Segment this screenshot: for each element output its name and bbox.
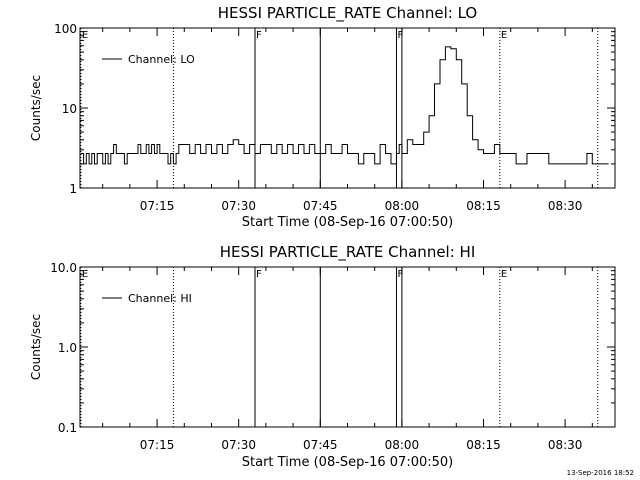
panel-1-event-label: F — [397, 30, 403, 41]
panel-2-x-tick-label: 08:15 — [466, 438, 501, 452]
panel-2-x-tick-label: 07:45 — [303, 438, 338, 452]
panel-1-x-tick-label: 08:30 — [548, 199, 583, 213]
panel-2-x-tick-label: 08:30 — [548, 438, 583, 452]
panel-2-y-axis-label: Counts/sec — [29, 314, 43, 380]
panel-1-x-axis-label: Start Time (08-Sep-16 07:00:50) — [242, 215, 453, 230]
panel-1-legend-label: Channel: LO — [128, 53, 195, 66]
panel-1-y-tick-label: 10 — [62, 102, 77, 116]
panel-1-x-tick-label: 07:30 — [221, 199, 256, 213]
panel-2-y-tick-label: 0.1 — [58, 421, 77, 435]
panel-1-x-tick-label: 07:45 — [303, 199, 338, 213]
panel-1-event-label: F — [256, 30, 262, 41]
panel-1-y-axis-label: Counts/sec — [29, 75, 43, 141]
panel-1-plot-frame — [79, 27, 616, 189]
panel-1-x-tick-label: 07:15 — [140, 199, 175, 213]
footer-timestamp: 13-Sep-2016 18:52 — [566, 469, 634, 477]
panel-2-event-label: E — [82, 269, 88, 280]
panel-1-x-tick-label: 08:15 — [466, 199, 501, 213]
panel-1-x-tick-label: 08:00 — [385, 199, 420, 213]
panel-2-x-axis-label: Start Time (08-Sep-16 07:00:50) — [242, 455, 453, 470]
panel-2-x-tick-label: 08:00 — [385, 438, 420, 452]
panel-1-y-tick-label: 100 — [54, 22, 77, 36]
panel-1-event-label: E — [82, 30, 88, 41]
panel-2-plot-frame — [79, 266, 616, 428]
panel-2-legend-label: Channel: HI — [128, 292, 192, 305]
panel-2-x-tick-label: 07:30 — [221, 438, 256, 452]
panel-2-event-label: E — [501, 269, 507, 280]
panel-2-y-tick-label: 1.0 — [58, 341, 77, 355]
panel-2-event-label: F — [256, 269, 262, 280]
panel-2-title: HESSI PARTICLE_RATE Channel: HI — [220, 243, 476, 262]
panel-2-x-tick-label: 07:15 — [140, 438, 175, 452]
panel-1-series-line — [80, 46, 609, 165]
panel-1-title: HESSI PARTICLE_RATE Channel: LO — [218, 4, 477, 23]
panel-2-y-tick-label: 10.0 — [50, 261, 77, 275]
panel-2-event-label: F — [397, 269, 403, 280]
panel-1-event-label: E — [501, 30, 507, 41]
panel-1-y-tick-label: 1 — [69, 182, 77, 196]
